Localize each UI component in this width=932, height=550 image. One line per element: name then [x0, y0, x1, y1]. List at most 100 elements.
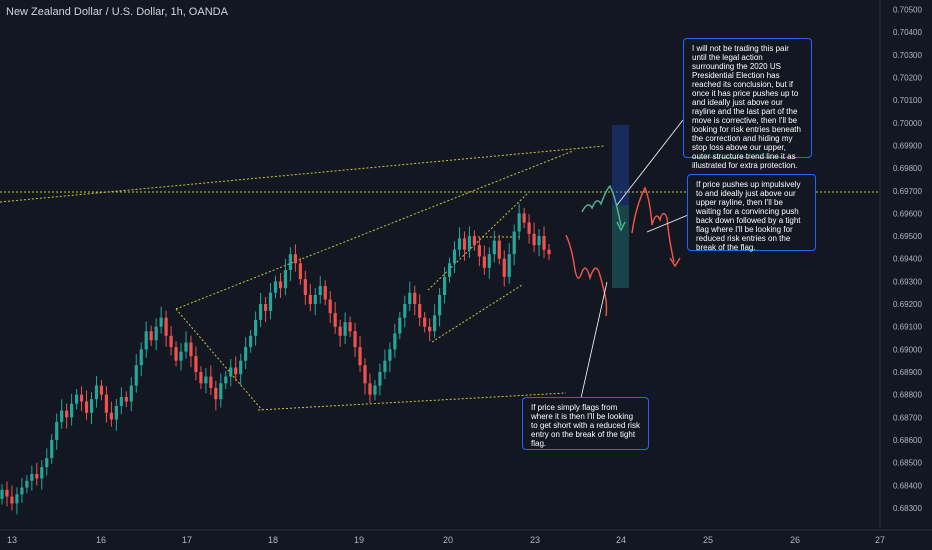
candle-down	[358, 347, 362, 366]
candle-up	[144, 331, 148, 350]
price-tick-label: 0.69400	[893, 255, 922, 264]
time-tick-label: 26	[790, 535, 800, 545]
upper-channel-line	[175, 150, 574, 310]
time-tick-label: 19	[354, 535, 364, 545]
candle-up	[70, 403, 74, 418]
candle-up	[94, 385, 99, 400]
price-tick-label: 0.70500	[893, 6, 922, 15]
price-tick-label: 0.70100	[893, 96, 922, 105]
price-tick-label: 0.69200	[893, 300, 922, 309]
price-tick-label: 0.68400	[893, 481, 922, 490]
candle-up	[119, 396, 123, 406]
candle-down	[293, 254, 297, 264]
note-top-right[interactable]: I will not be trading this pair until th…	[683, 38, 812, 170]
candle-down	[527, 222, 531, 234]
candle-up	[89, 399, 94, 413]
candle-down	[477, 245, 481, 257]
candle-down	[348, 322, 352, 332]
candle-up	[452, 249, 457, 264]
price-tick-label: 0.68700	[893, 413, 922, 422]
candle-down	[423, 317, 427, 327]
candle-up	[229, 367, 233, 377]
candle-up	[114, 405, 118, 420]
red-projection-path-2	[631, 186, 675, 263]
candle-up	[184, 342, 188, 352]
channel-lower	[431, 284, 523, 343]
candle-up	[447, 263, 452, 277]
price-tick-label: 0.68600	[893, 436, 922, 445]
price-tick-label: 0.70400	[893, 28, 922, 37]
candle-up	[393, 333, 397, 350]
price-tick-label: 0.68500	[893, 459, 922, 468]
candle-up	[55, 421, 59, 440]
candle-up	[159, 317, 163, 327]
price-tick-label: 0.68900	[893, 368, 922, 377]
candle-up	[433, 315, 437, 332]
note-bottom-middle[interactable]: If price simply flags from where it is t…	[522, 397, 649, 450]
candle-down	[234, 367, 238, 375]
candle-down	[368, 383, 372, 395]
candle-up	[254, 319, 258, 336]
price-tick-label: 0.69700	[893, 187, 922, 196]
channel-upper	[427, 192, 529, 291]
symbol-title: New Zealand Dollar / U.S. Dollar, 1h, OA…	[6, 6, 228, 18]
time-tick-label: 25	[703, 535, 713, 545]
risk-box	[612, 125, 629, 205]
candle-up	[45, 458, 49, 468]
candle-down	[109, 412, 113, 420]
candle-down	[333, 313, 337, 327]
candle-down	[328, 299, 332, 314]
candle-up	[388, 349, 392, 361]
candle-up	[244, 347, 248, 361]
candle-down	[189, 342, 193, 357]
candle-down	[5, 489, 9, 497]
candle-down	[194, 356, 198, 373]
candle-up	[20, 487, 24, 495]
candle-up	[313, 294, 317, 305]
candle-up	[457, 238, 462, 250]
candle-down	[323, 285, 327, 300]
candle-up	[487, 254, 491, 268]
note-connector-top	[616, 119, 684, 206]
candle-up	[408, 292, 412, 305]
candle-up	[268, 292, 273, 311]
candle-up	[239, 360, 243, 375]
candle-down	[164, 317, 168, 336]
candle-down	[338, 326, 342, 336]
candle-down	[428, 326, 432, 332]
price-tick-label: 0.70000	[893, 119, 922, 128]
candle-up	[204, 376, 208, 384]
price-tick-label: 0.69500	[893, 232, 922, 241]
price-tick-label: 0.69100	[893, 323, 922, 332]
candle-up	[467, 236, 472, 250]
candle-up	[129, 385, 133, 402]
outer-trendline	[0, 145, 605, 203]
candle-up	[139, 349, 143, 366]
candle-down	[363, 365, 367, 384]
lower-support-line	[257, 392, 567, 411]
time-axis[interactable]: 13 16 17 18 19 20 23 24 25 26 27	[7, 535, 885, 545]
price-axis[interactable]: 0.70500 0.70400 0.70300 0.70200 0.70100 0.700…	[893, 6, 922, 513]
red-arrow-head	[669, 257, 681, 268]
note-right-middle[interactable]: If price pushes up impulsively to and id…	[687, 174, 816, 252]
candle-down	[522, 213, 526, 223]
time-tick-label: 16	[96, 535, 106, 545]
candle-down	[124, 396, 128, 402]
candle-up	[398, 317, 402, 334]
candle-down	[502, 258, 506, 277]
time-tick-label: 18	[268, 535, 278, 545]
candle-down	[353, 331, 357, 348]
candle-down	[278, 281, 283, 289]
note-connector-bottom	[580, 281, 608, 399]
candle-down	[532, 233, 536, 246]
price-tick-label: 0.70200	[893, 73, 922, 82]
candle-up	[492, 240, 496, 255]
candle-down	[413, 292, 417, 305]
candle-up	[373, 385, 377, 395]
candle-up	[343, 322, 347, 336]
candle-up	[273, 281, 278, 293]
candle-up	[50, 439, 54, 459]
candle-up	[40, 467, 44, 479]
